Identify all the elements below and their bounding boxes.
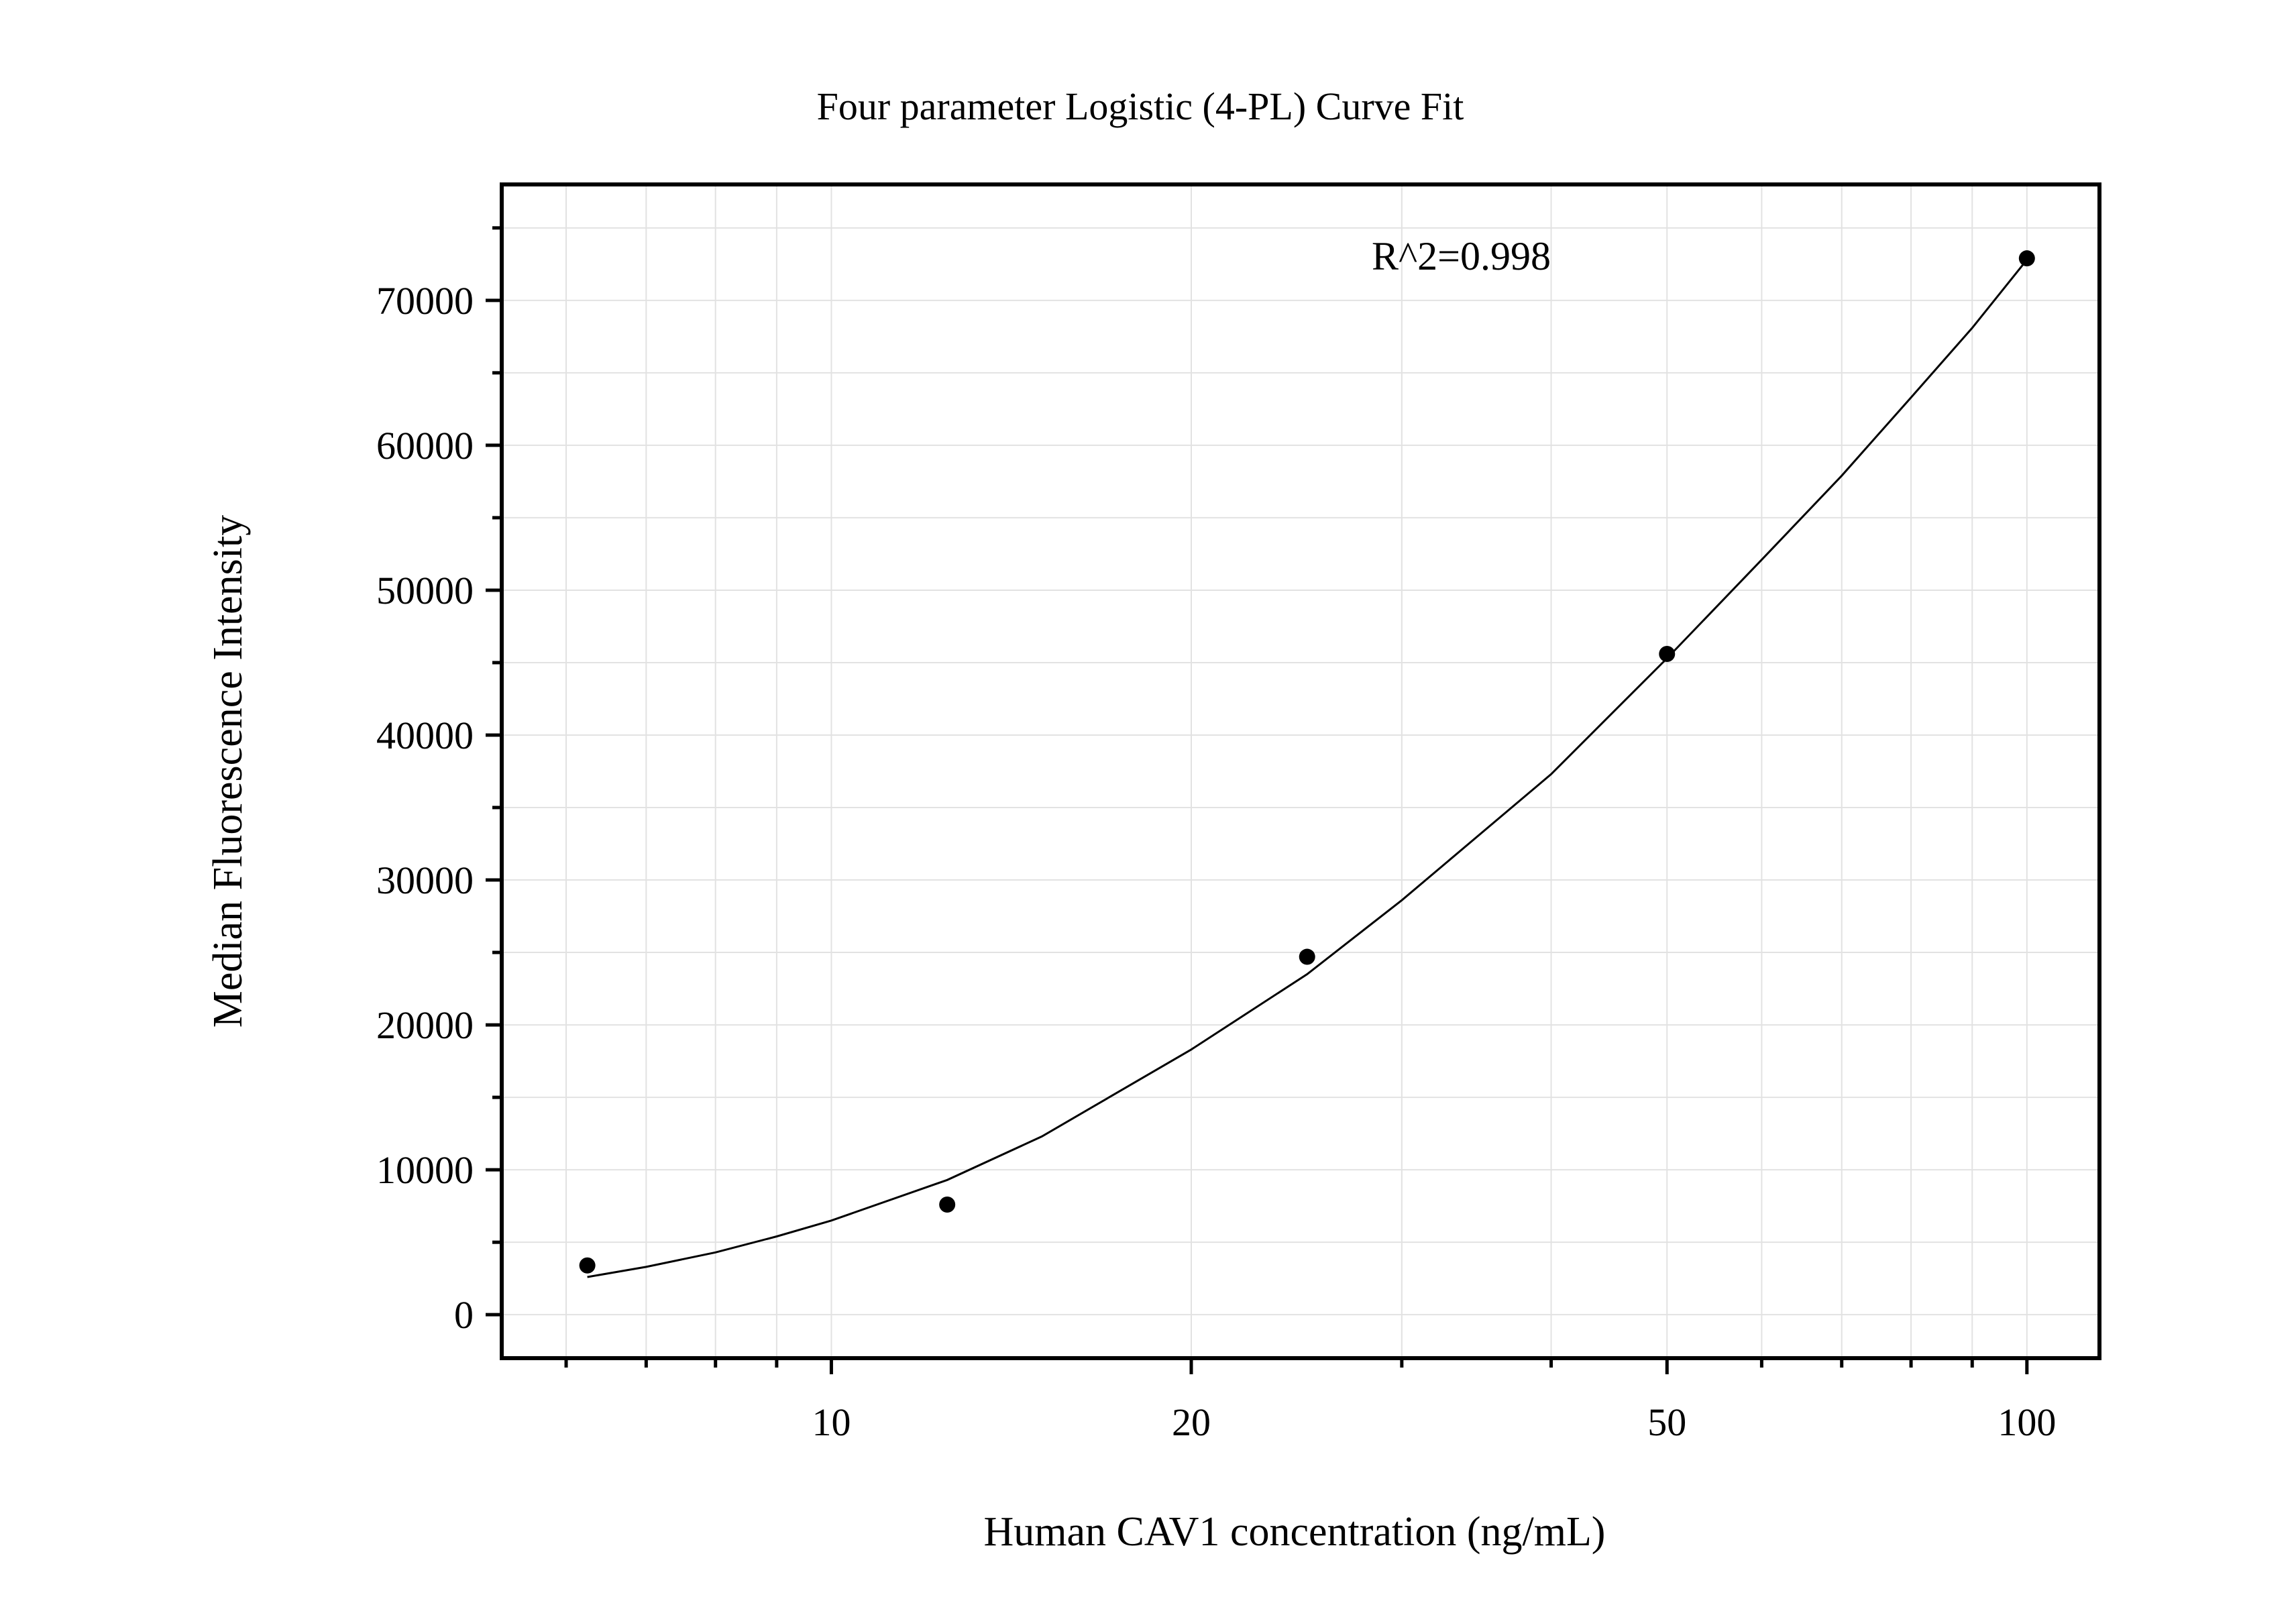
chart-title: Four parameter Logistic (4-PL) Curve Fit — [817, 85, 1464, 128]
y-tick-label: 70000 — [376, 279, 474, 323]
data-point — [1299, 948, 1315, 965]
y-tick-label: 10000 — [376, 1148, 474, 1192]
data-point — [2018, 250, 2035, 267]
r-squared-annotation: R^2=0.998 — [1372, 234, 1551, 278]
x-tick-label: 10 — [812, 1400, 851, 1444]
data-point — [579, 1257, 596, 1274]
y-tick-label: 0 — [454, 1293, 474, 1337]
fit-curve — [587, 259, 2028, 1278]
x-tick-label: 20 — [1172, 1400, 1211, 1444]
x-tick-label: 100 — [1998, 1400, 2056, 1444]
y-tick-label: 50000 — [376, 569, 474, 612]
y-tick-label: 60000 — [376, 424, 474, 467]
y-tick-label: 40000 — [376, 714, 474, 757]
y-tick-label: 20000 — [376, 1003, 474, 1047]
data-points — [579, 250, 2035, 1274]
data-point — [939, 1196, 956, 1213]
x-axis-label: Human CAV1 concentration (ng/mL) — [984, 1509, 1606, 1555]
grid-lines — [502, 184, 2099, 1358]
fit-curve-layer — [587, 259, 2028, 1278]
tick-labels: 0 10000 20000 30000 40000 50000 60000 70000 10 20… — [376, 279, 2056, 1444]
y-tick-label: 30000 — [376, 858, 474, 902]
plot-frame — [500, 182, 2101, 1360]
x-tick-label: 50 — [1647, 1400, 1686, 1444]
y-axis-label: Median Fluorescence Intensity — [205, 515, 251, 1028]
data-point — [1659, 646, 1676, 662]
